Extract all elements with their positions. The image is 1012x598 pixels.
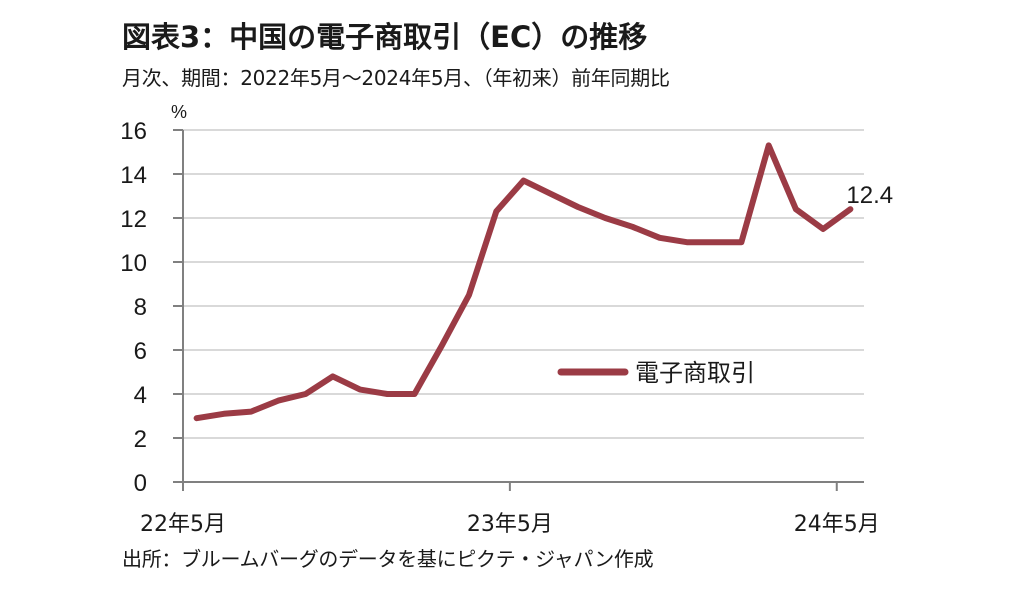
data-point [441,345,442,346]
data-point [659,237,660,238]
x-tick-label: 22年5月 [140,512,226,537]
y-tick-label: 12 [120,206,147,233]
chart-subtitle: 月次、期間：2022年5月～2024年5月、（年初来）前年同期比 [122,66,670,90]
series-group [193,142,854,422]
data-point [223,413,224,414]
data-point [632,226,633,227]
data-point [823,229,824,230]
data-point [496,211,497,212]
y-tick-label: 14 [120,162,147,189]
y-tick-label: 4 [134,382,147,409]
series-line [193,142,854,422]
y-tick-label: 2 [134,426,147,453]
data-point [550,193,551,194]
y-tick-label: 0 [134,470,147,497]
data-point [523,180,524,181]
last-value-label: 12.4 [846,182,893,209]
axes [173,129,864,491]
data-point [251,411,252,412]
data-point [714,242,715,243]
y-tick-labels: 0 2 4 6 8 10 12 14 16 [120,118,147,497]
data-point [278,400,279,401]
legend-label: 電子商取引 [635,359,755,387]
chart-title: 図表3：中国の電子商取引（EC）の推移 [122,20,648,54]
y-tick-label: 8 [134,294,147,321]
legend: 電子商取引 [557,359,755,387]
data-point [387,394,388,395]
data-point [741,242,742,243]
data-point [196,418,197,419]
data-point [414,394,415,395]
data-point [795,209,796,210]
source-note: 出所：ブルームバーグのデータを基にピクテ・ジャパン作成 [122,547,654,571]
y-axis-unit: % [171,102,187,122]
x-tick-label: 23年5月 [467,512,553,537]
data-point [469,295,470,296]
data-point [686,242,687,243]
data-point [360,389,361,390]
y-tick-label: 10 [120,250,147,277]
data-point [577,207,578,208]
data-point [305,394,306,395]
data-point [332,376,333,377]
gridlines [183,129,864,439]
data-point [768,145,769,146]
x-tick-label: 24年5月 [794,512,880,537]
data-point [605,218,606,219]
x-tick-labels: 22年5月 23年5月 24年5月 [140,512,880,537]
y-tick-label: 6 [134,338,147,365]
y-tick-label: 16 [120,118,147,145]
